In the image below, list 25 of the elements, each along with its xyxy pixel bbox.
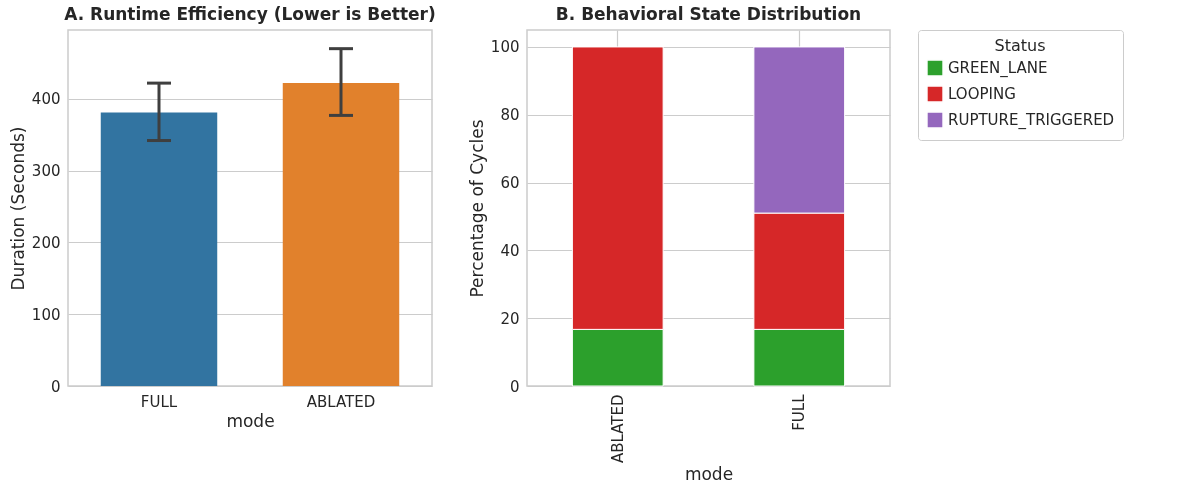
x-axis-title: mode	[684, 464, 734, 485]
y-tick-label: 80	[500, 106, 520, 125]
x-axis-title: mode	[226, 410, 275, 431]
y-tick-label: 400	[31, 90, 61, 109]
legend-label: GREEN_LANE	[948, 59, 1048, 78]
x-tick-label: ABLATED	[306, 392, 376, 411]
y-tick-label: 100	[31, 305, 61, 324]
x-tick-label: FULL	[790, 393, 809, 431]
chart-title: A. Runtime Efficiency (Lower is Better)	[64, 4, 436, 24]
y-tick-label: 200	[31, 233, 61, 252]
y-tick-label: 0	[50, 377, 61, 396]
y-tick-label: 20	[500, 309, 520, 328]
y-tick-label: 60	[500, 174, 520, 193]
y-tick-label: 40	[500, 241, 520, 260]
x-tick-label: ABLATED	[608, 394, 627, 464]
legend-label: LOOPING	[948, 85, 1016, 103]
chart-title: B. Behavioral State Distribution	[555, 3, 862, 24]
y-tick-label: 300	[31, 162, 61, 181]
x-tick-label: FULL	[140, 392, 178, 411]
y-tick-label: 0	[509, 377, 520, 396]
legend-label: RUPTURE_TRIGGERED	[948, 111, 1115, 130]
legend-title: Status	[994, 36, 1046, 55]
y-axis-title: Percentage of Cycles	[466, 119, 487, 298]
y-axis-title: Duration (Seconds)	[7, 126, 28, 291]
y-tick-label: 100	[490, 38, 520, 57]
